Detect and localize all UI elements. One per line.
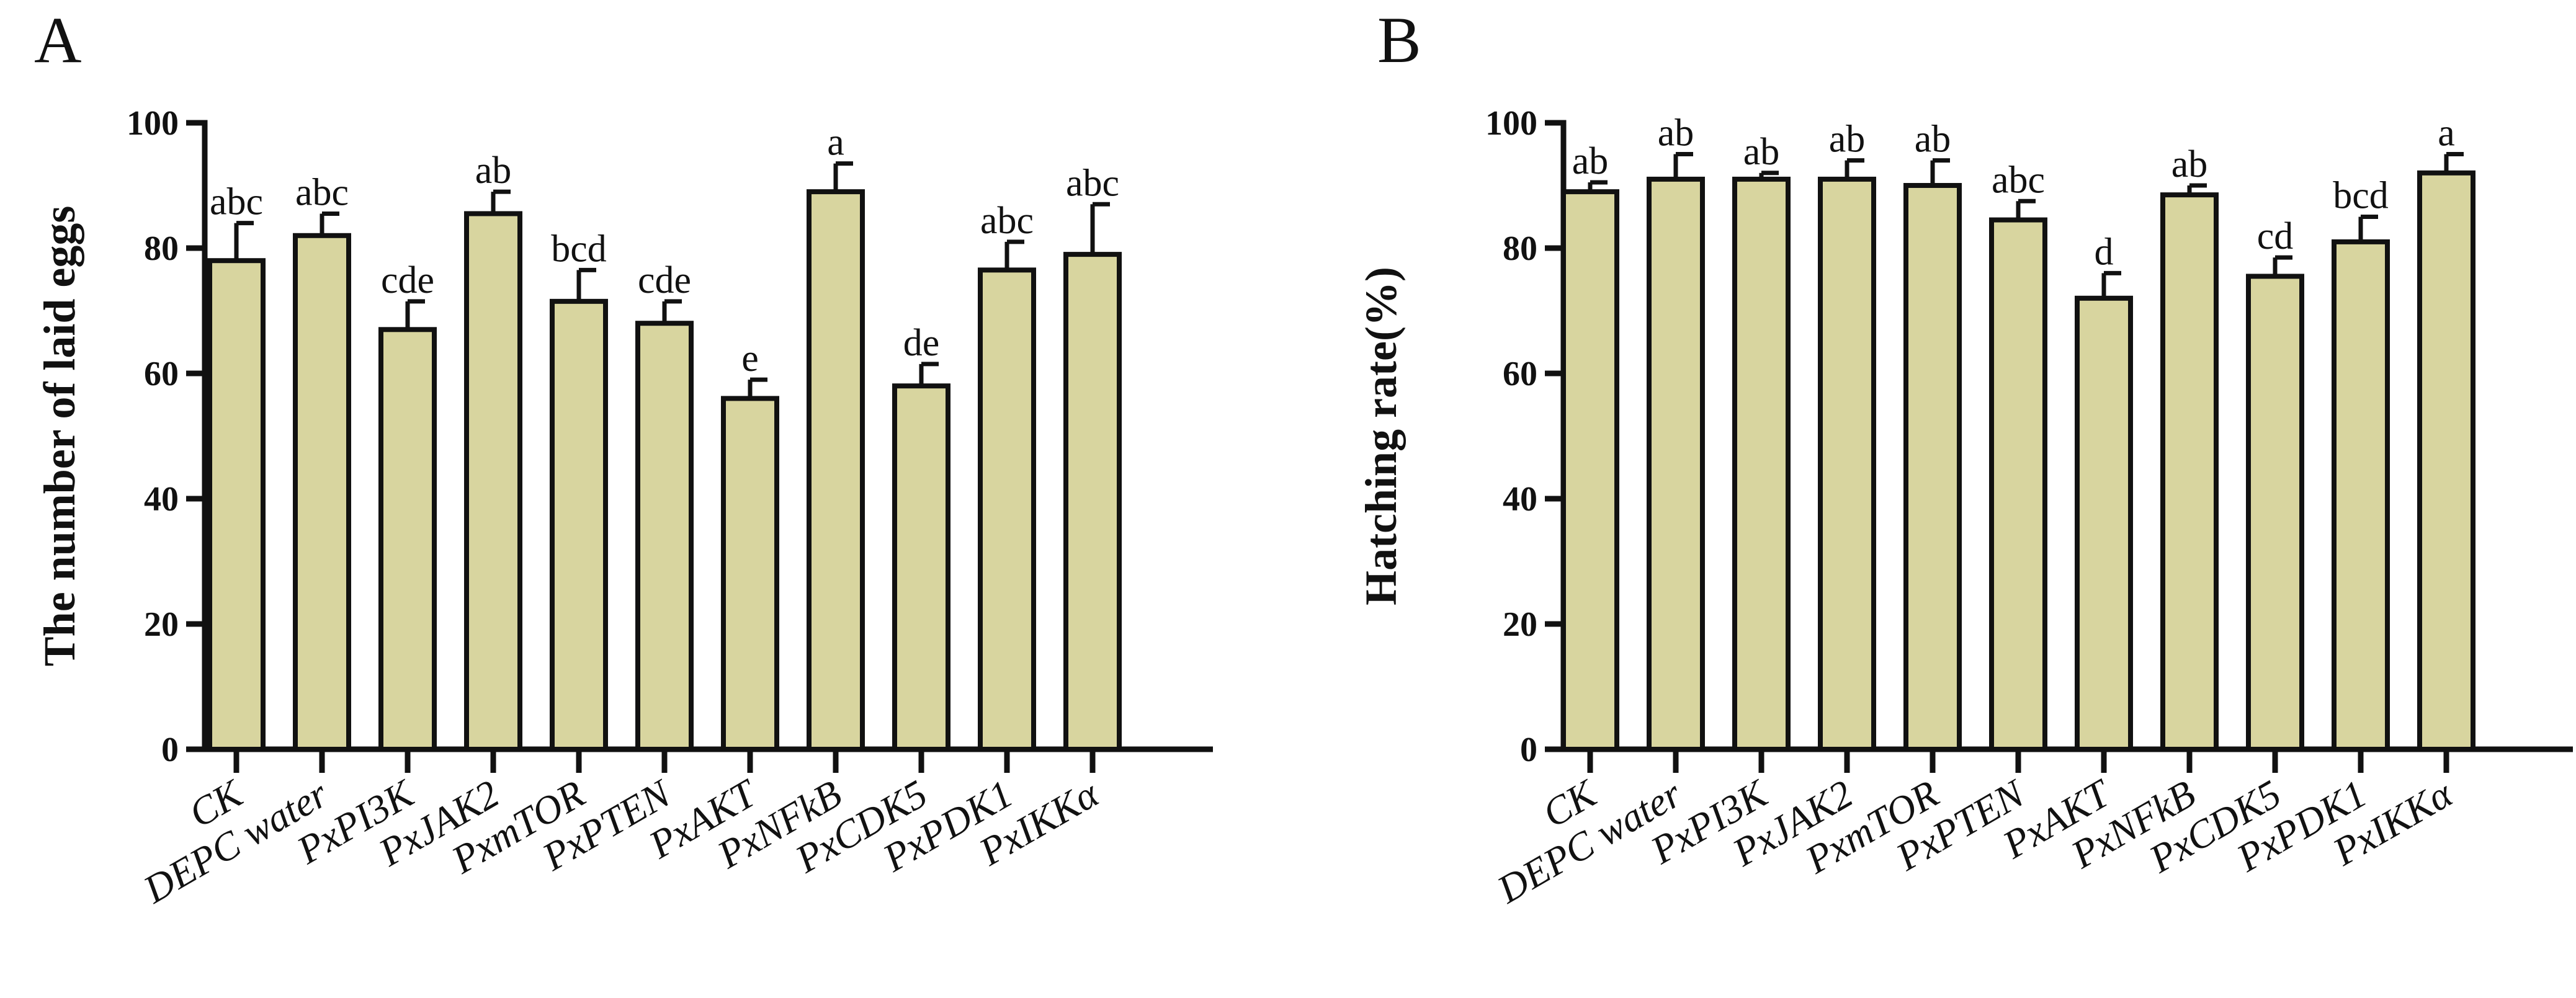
chart-a-significance-label: a: [827, 122, 844, 164]
chart-a-bar: [464, 211, 522, 752]
chart-a-significance-label: abc: [295, 171, 349, 213]
chart-b-bar: [2417, 170, 2475, 752]
chart-a-significance-label: e: [741, 337, 759, 380]
chart-a-y-axis-title: The number of laid eggs: [35, 206, 84, 667]
chart-b-significance-label: ab: [1658, 112, 1694, 154]
chart-b-y-tick-label: 20: [1503, 605, 1537, 644]
chart-a-significance-label: cde: [638, 259, 691, 301]
chart-a-y-tick-label: 20: [144, 605, 179, 644]
chart-a-bar: [978, 267, 1036, 752]
chart-a-y-tick-label: 60: [144, 355, 179, 393]
chart-b-y-tick-label: 40: [1503, 480, 1537, 519]
chart-b-significance-label: ab: [1572, 140, 1609, 182]
chart-b-bar: [2246, 274, 2304, 752]
chart-a-significance-label: ab: [475, 149, 512, 192]
chart-b-bar: [2332, 239, 2390, 752]
chart-b-significance-label: cd: [2257, 215, 2294, 257]
chart-b-bar: [1989, 217, 2047, 752]
chart-a-significance-label: abc: [1066, 162, 1119, 204]
chart-a-significance-label: cde: [381, 259, 434, 301]
chart-b-significance-label: ab: [1915, 118, 1951, 161]
chart-b-panel-letter: B: [1377, 4, 1421, 76]
chart-b-significance-label: abc: [1992, 159, 2045, 201]
chart-b-bar: [2160, 192, 2219, 752]
chart-a-y-tick-label: 100: [127, 104, 179, 143]
chart-b-bar: [1903, 183, 1962, 752]
chart-a-significance-label: bcd: [551, 228, 607, 270]
chart-b-significance-label: a: [2438, 112, 2455, 154]
chart-b-y-tick-label: 100: [1485, 104, 1537, 143]
chart-a-bar: [807, 189, 865, 752]
chart-b-y-tick-label: 80: [1503, 229, 1537, 268]
chart-a-bar: [207, 258, 266, 752]
chart-a-significance-label: abc: [210, 181, 263, 223]
chart-a-bar: [1063, 252, 1122, 752]
chart-a-significance-label: abc: [980, 200, 1034, 242]
chart-b-bar: [1732, 176, 1791, 752]
chart-b-significance-label: ab: [2171, 143, 2208, 185]
chart-a-bar: [721, 396, 779, 752]
chart-b-bar: [2075, 295, 2133, 752]
chart-b-bar: [1818, 176, 1876, 752]
chart-a-y-tick-label: 0: [161, 731, 179, 769]
chart-a-panel-letter: A: [34, 4, 82, 76]
chart-a-bar: [378, 327, 437, 752]
chart-a-bar: [635, 321, 694, 752]
chart-b-significance-label: ab: [1829, 118, 1866, 161]
chart-b-y-axis-title: Hatching rate(%): [1356, 267, 1406, 605]
chart-a-bar: [293, 233, 351, 752]
chart-a-bar: [550, 298, 608, 752]
chart-a-bar: [892, 383, 950, 752]
chart-b-significance-label: d: [2095, 231, 2114, 273]
chart-a-y-tick-label: 80: [144, 229, 179, 268]
chart-a-y-tick-label: 40: [144, 480, 179, 519]
chart-b-bar: [1561, 189, 1619, 752]
chart-b-y-tick-label: 60: [1503, 355, 1537, 393]
chart-a-significance-label: de: [903, 322, 940, 364]
chart-b-significance-label: ab: [1743, 131, 1780, 173]
chart-b-bar: [1647, 176, 1705, 752]
chart-b-y-tick-label: 0: [1520, 731, 1537, 769]
chart-b-significance-label: bcd: [2333, 175, 2389, 217]
